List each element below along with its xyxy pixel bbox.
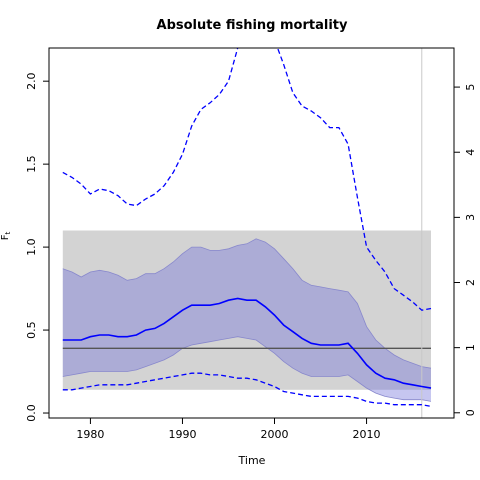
y-axis-label-main: F: [0, 234, 11, 240]
y2-tick-label: 0: [464, 409, 477, 416]
ci-lower-line: [62, 336, 432, 402]
upper-dashed-line: [62, 48, 432, 311]
y-tick-label: 0.5: [25, 321, 38, 339]
y-tick-label: 2.0: [25, 72, 38, 90]
confidence-band: [62, 238, 431, 402]
reference-band: [62, 230, 431, 390]
y2-tick-label: 4: [464, 149, 477, 156]
y-axis-label: Ft: [0, 231, 12, 240]
y-tick-label: 1.5: [25, 155, 38, 173]
x-axis-label: Time: [238, 454, 266, 467]
plot-frame: [48, 47, 455, 419]
estimate-line: [62, 297, 432, 389]
y2-tick-label: 3: [464, 214, 477, 221]
x-tick-label: 1990: [168, 428, 196, 441]
x-tick-label: 1980: [76, 428, 104, 441]
chart-title: Absolute fishing mortality: [157, 18, 348, 33]
x-tick-label: 2000: [261, 428, 289, 441]
y2-tick-label: 5: [464, 84, 477, 91]
lower-dashed-line: [62, 372, 432, 408]
plot-area: 1980 1990 2000 2010 0.0 0.5 1.0 1.5 2.0 0 1 2 3 4 5: [25, 47, 477, 441]
x-tick-label: 2010: [353, 428, 381, 441]
y-axis-label-sub: t: [4, 231, 12, 234]
plot-clip-group: [62, 48, 432, 418]
y2-tick-label: 2: [464, 279, 477, 286]
y2-tick-label: 1: [464, 344, 477, 351]
ci-upper-line: [62, 238, 432, 369]
y-tick-label: 0.0: [25, 404, 38, 422]
y-tick-label: 1.0: [25, 238, 38, 256]
